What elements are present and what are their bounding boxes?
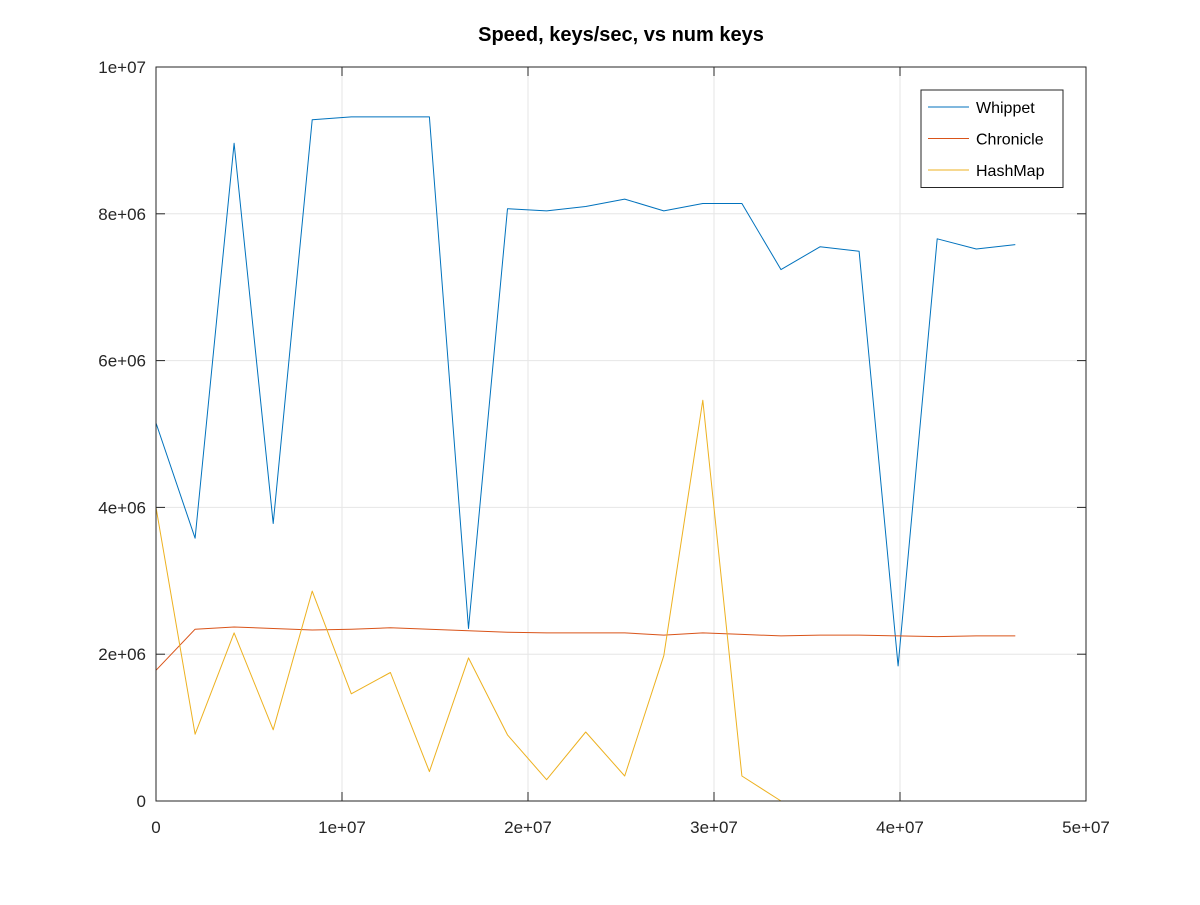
y-tick-label: 2e+06 (98, 645, 146, 664)
grid (156, 67, 1086, 801)
x-tick-label: 5e+07 (1062, 818, 1110, 837)
series-line-hashmap (155, 399, 782, 802)
y-tick-label: 4e+06 (98, 498, 146, 517)
y-tick-label: 6e+06 (98, 352, 146, 371)
y-tick-label: 1e+07 (98, 58, 146, 77)
series-line-whippet (155, 116, 1016, 667)
legend-label-hashmap: HashMap (976, 163, 1045, 180)
y-tick-label: 0 (137, 792, 146, 811)
legend-label-chronicle: Chronicle (976, 132, 1044, 149)
tick-labels: 0 1e+07 2e+07 3e+07 4e+07 5e+07 0 2e+06 4e+06 6e+… (98, 58, 1110, 837)
x-tick-label: 1e+07 (318, 818, 366, 837)
legend: Whippet Chronicle HashMap (920, 89, 1064, 188)
legend-label-whippet: Whippet (976, 100, 1035, 117)
ticks (155, 66, 1087, 802)
chart-title: Speed, keys/sec, vs num keys (478, 24, 764, 46)
x-tick-label: 0 (151, 818, 160, 837)
series-lines (155, 116, 1016, 802)
axes-box (155, 66, 1087, 802)
y-tick-label: 8e+06 (98, 205, 146, 224)
x-tick-label: 2e+07 (504, 818, 552, 837)
x-tick-label: 3e+07 (690, 818, 738, 837)
series-line-chronicle (155, 626, 1016, 671)
x-tick-label: 4e+07 (876, 818, 924, 837)
